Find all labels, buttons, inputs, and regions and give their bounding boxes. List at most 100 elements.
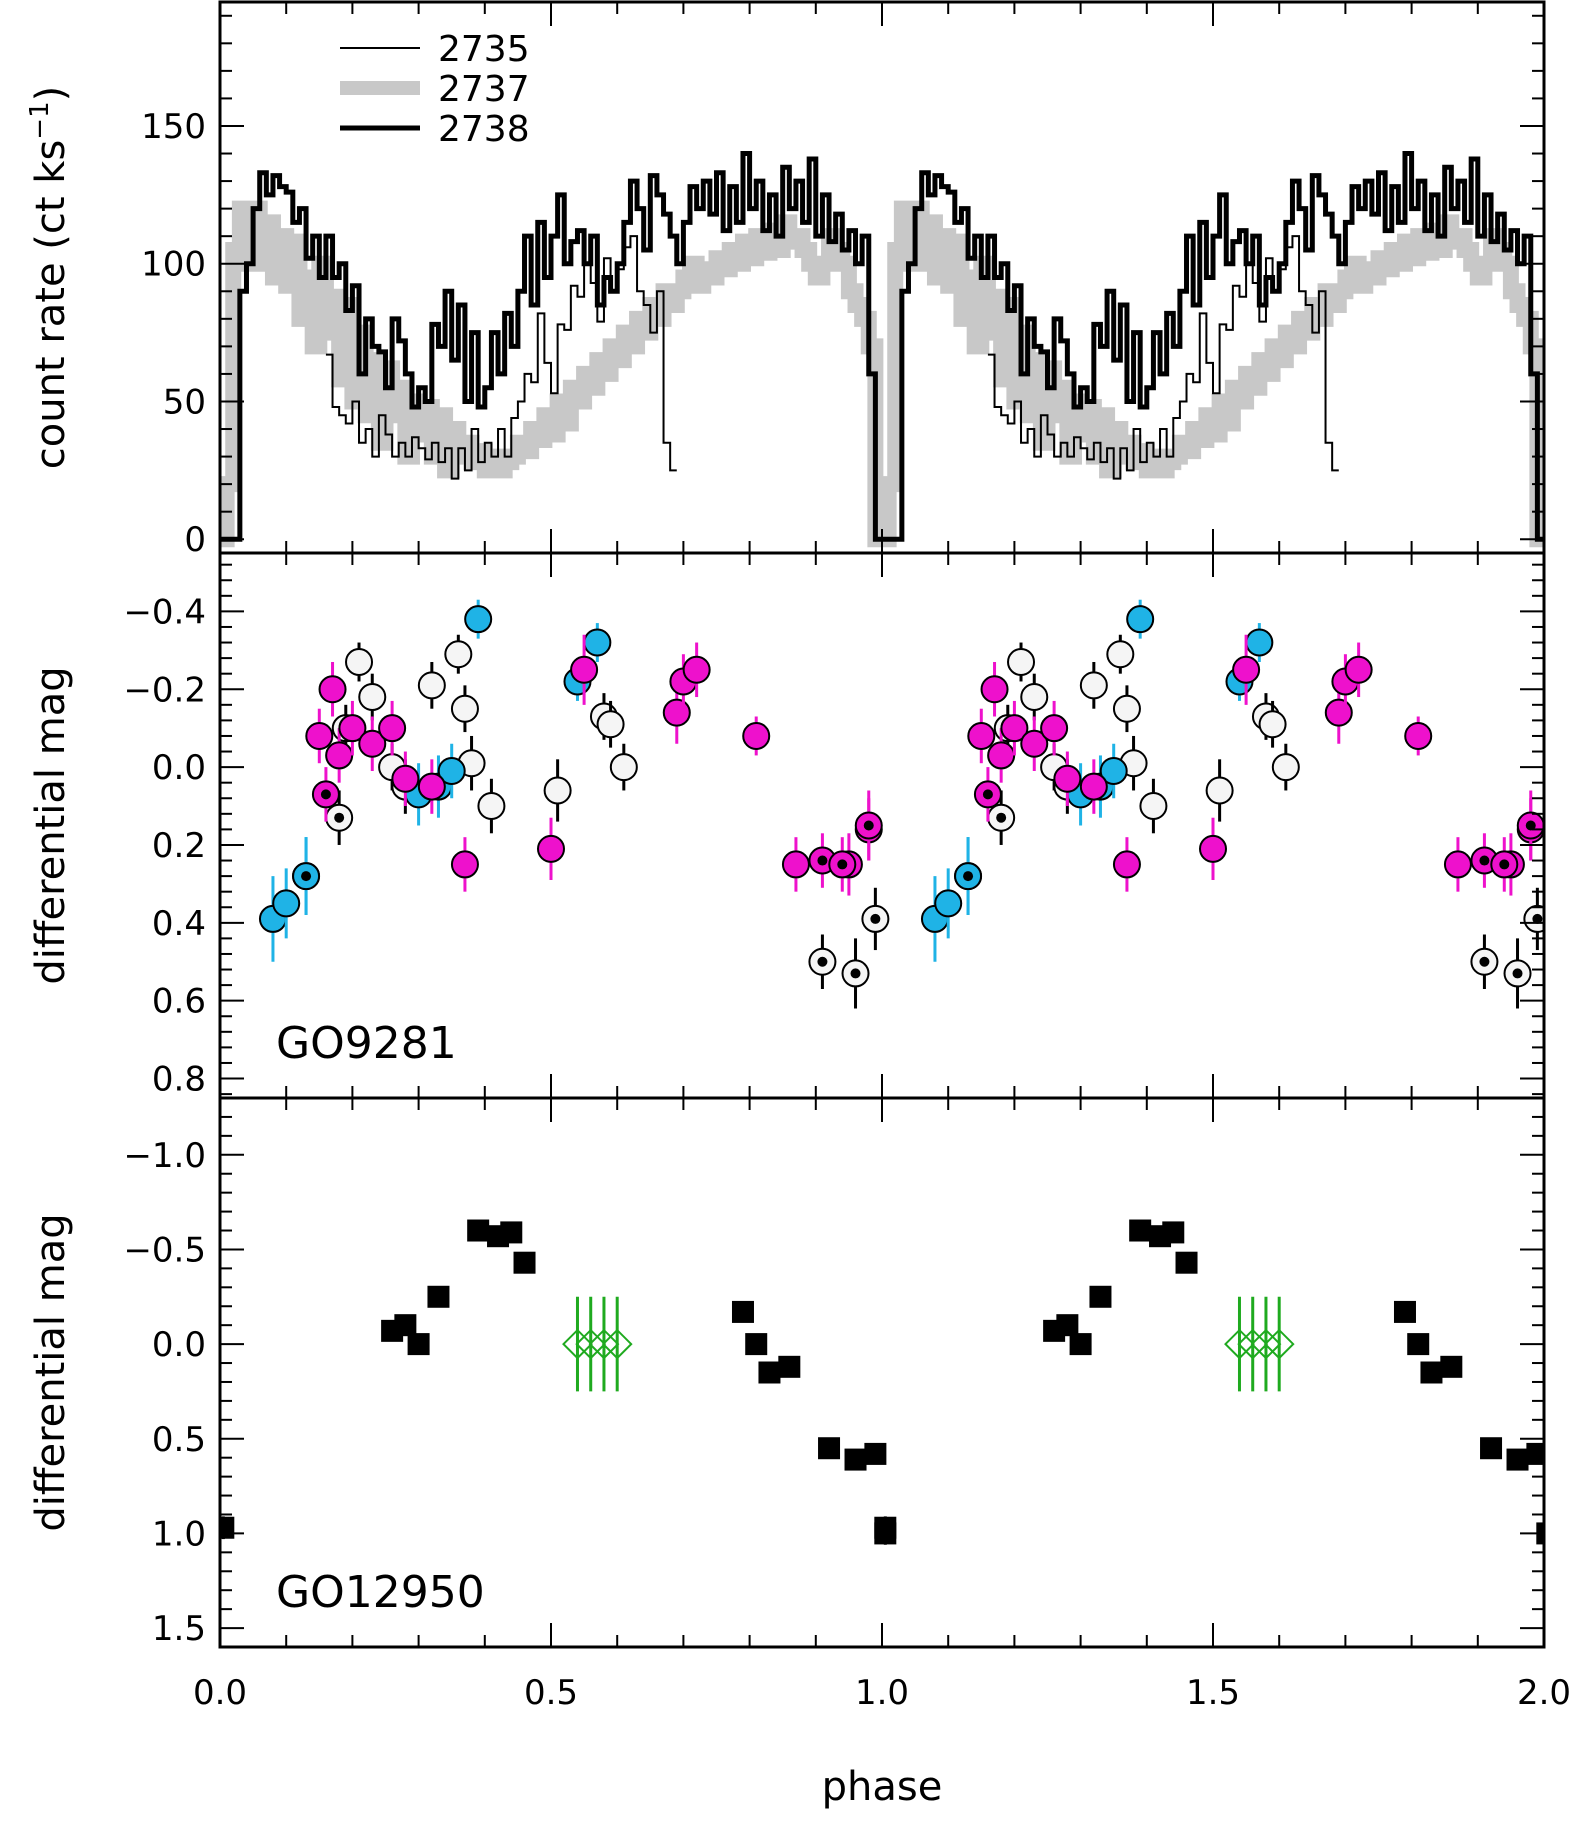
point-white	[477, 792, 506, 821]
point-magenta	[1324, 698, 1353, 727]
point-white	[543, 776, 572, 805]
series-2737-cycle-1	[220, 200, 884, 548]
point-white	[596, 710, 625, 739]
point-square	[731, 1300, 754, 1323]
point-magenta	[1112, 850, 1141, 879]
point-magenta	[781, 850, 810, 879]
point-square	[1407, 1333, 1430, 1356]
point-magenta	[987, 741, 1016, 770]
point-square	[1420, 1361, 1443, 1384]
point-magenta	[1079, 772, 1108, 801]
point-square	[1526, 1442, 1544, 1465]
point-cyan	[464, 605, 493, 634]
point-square	[758, 1361, 781, 1384]
y-tick-label: −0.5	[123, 1230, 206, 1270]
point-center-dot	[837, 859, 848, 870]
point-square	[500, 1221, 523, 1244]
point-diamond	[1263, 1328, 1295, 1360]
point-magenta	[742, 721, 771, 750]
y-tick-label: 150	[141, 107, 206, 147]
point-cyan	[583, 628, 612, 657]
point-white	[345, 648, 374, 676]
point-white	[444, 640, 473, 669]
point-center-dot	[850, 968, 861, 979]
point-center-dot	[817, 956, 828, 967]
series-2737-cycle-2	[880, 200, 1544, 548]
point-magenta	[318, 675, 347, 704]
x-tick-label: 2.0	[1517, 1673, 1571, 1713]
point-diamond	[601, 1328, 633, 1360]
plot-area-bottom	[220, 1219, 1544, 1545]
y-tick-label: 0.5	[152, 1420, 206, 1460]
point-square	[1056, 1314, 1079, 1337]
point-square	[513, 1251, 536, 1274]
y-tick-label: 100	[141, 245, 206, 285]
y-tick-label: −0.4	[123, 592, 206, 632]
x-axis-title: phase	[822, 1764, 943, 1810]
legend-label-2738: 2738	[438, 109, 530, 150]
point-magenta	[325, 741, 354, 770]
point-center-dot	[301, 871, 312, 882]
point-cyan	[1099, 757, 1128, 785]
point-magenta	[1404, 721, 1433, 750]
point-magenta	[1020, 729, 1049, 758]
point-square	[1175, 1251, 1198, 1274]
y-tick-label: 0.6	[152, 982, 206, 1022]
point-white	[1079, 671, 1108, 700]
point-magenta	[417, 772, 446, 801]
point-white	[450, 694, 479, 723]
y-tick-label: 1.5	[152, 1609, 206, 1649]
point-white	[1139, 792, 1168, 821]
point-square	[1069, 1333, 1092, 1356]
point-magenta	[358, 729, 387, 758]
series-2738-cycle-2	[882, 151, 1544, 542]
point-magenta	[378, 714, 407, 743]
point-square	[394, 1314, 417, 1337]
legend-label-2737: 2737	[438, 69, 530, 110]
y-tick-label: −1.0	[123, 1136, 206, 1176]
point-white	[1205, 776, 1234, 805]
point-center-dot	[863, 820, 874, 831]
panel-label-GO12950: GO12950	[276, 1567, 485, 1618]
point-white	[1112, 694, 1141, 723]
panel-bottom: −1.0 −0.5 0.0 0.5 1.0 1.5 differential mag GO12…	[28, 1096, 1571, 1810]
series-2738-cycle-1	[220, 151, 882, 542]
point-center-dot	[817, 855, 828, 866]
point-cyan	[437, 757, 466, 785]
point-white	[417, 671, 446, 700]
point-square	[427, 1285, 450, 1308]
panel-top: 0 50 100 150 count rate (ct ks−1) 27352737273…	[25, 0, 1546, 560]
point-square	[1393, 1300, 1416, 1323]
point-magenta	[1000, 714, 1029, 743]
point-square	[818, 1437, 841, 1460]
y-axis-title: count rate (ct ks−1)	[25, 86, 74, 469]
point-center-dot	[982, 789, 993, 800]
point-white	[609, 753, 638, 782]
y-axis-title-close: )	[28, 86, 74, 102]
plot-area-middle	[258, 599, 1544, 1009]
panel-frame-bottom	[218, 1096, 1546, 1649]
point-cyan	[934, 889, 963, 918]
point-white	[1007, 648, 1036, 676]
point-magenta	[682, 655, 711, 684]
point-center-dot	[1479, 855, 1490, 866]
y-tick-label: 1.0	[152, 1514, 206, 1554]
y-tick-label: 50	[163, 382, 206, 422]
point-magenta	[537, 834, 565, 863]
point-magenta	[391, 764, 420, 793]
point-cyan	[1245, 628, 1274, 657]
point-center-dot	[870, 913, 881, 924]
y-axis-title: differential mag	[28, 666, 74, 984]
point-magenta	[570, 655, 599, 684]
y-axis-title-main: count rate (ct ks	[28, 140, 74, 470]
point-magenta	[338, 714, 367, 743]
point-square	[1162, 1221, 1185, 1244]
y-tick-label: 0.2	[152, 826, 206, 866]
point-magenta	[1232, 655, 1261, 684]
point-square	[1089, 1285, 1112, 1308]
point-magenta	[305, 721, 334, 750]
point-magenta	[980, 675, 1009, 704]
point-center-dot	[1499, 859, 1510, 870]
point-center-dot	[1512, 968, 1523, 979]
